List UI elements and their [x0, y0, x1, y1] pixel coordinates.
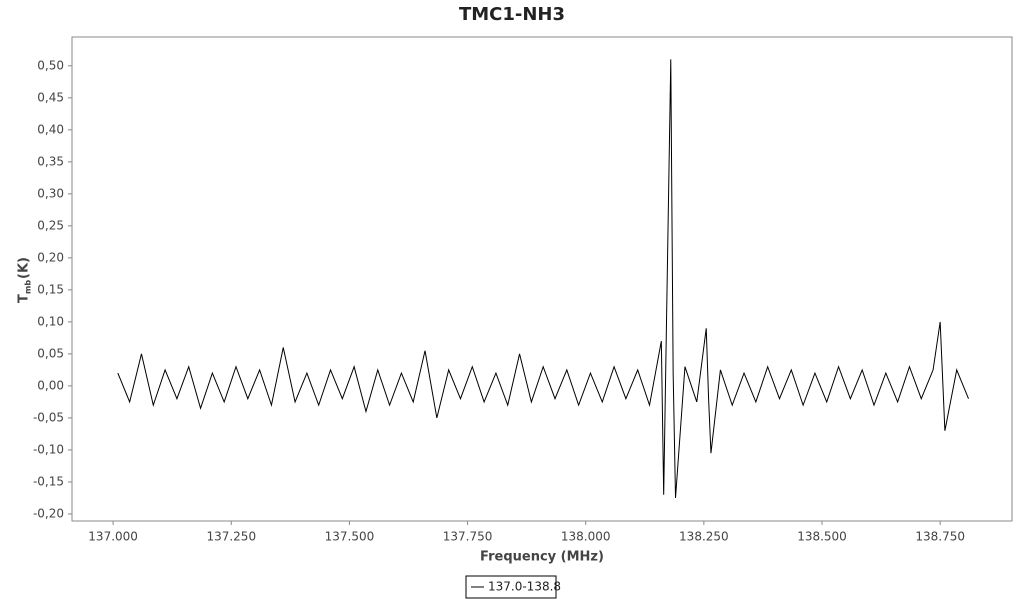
y-tick-label: 0,25: [37, 218, 64, 232]
y-axis-label: T mb (K): [17, 257, 33, 303]
plot-frame: [71, 36, 1013, 522]
y-tick-label: 0,35: [37, 154, 64, 168]
legend: [465, 575, 557, 599]
y-tick-label: -0,05: [33, 410, 64, 424]
y-tick-label: 0,45: [37, 90, 64, 104]
x-tick-label: 137.250: [206, 530, 256, 544]
x-axis-label: Frequency (MHz): [480, 550, 604, 565]
y-tick-label: -0,20: [33, 506, 64, 520]
series-line: [117, 59, 969, 498]
x-tick-label: 138.000: [561, 530, 611, 544]
y-tick-label: -0,10: [33, 442, 64, 456]
y-tick-label: 0,10: [37, 314, 64, 328]
x-tick-label: 138.500: [797, 530, 847, 544]
x-tick-label: 138.750: [915, 530, 965, 544]
x-tick-label: 138.250: [679, 530, 729, 544]
y-tick-label: 0,05: [37, 346, 64, 360]
y-label-sub: mb: [24, 280, 33, 294]
y-tick-label: -0,15: [33, 474, 64, 488]
y-tick-label: 0,50: [37, 58, 64, 72]
y-tick-label: 0,30: [37, 186, 64, 200]
y-tick-label: 0,15: [37, 282, 64, 296]
x-tick-label: 137.500: [325, 530, 375, 544]
y-tick-label: 0,20: [37, 250, 64, 264]
legend-label: 137.0-138.8: [488, 580, 561, 594]
y-tick-label: 0,00: [37, 378, 64, 392]
y-label-unit: (K): [17, 257, 32, 279]
x-tick-label: 137.750: [443, 530, 493, 544]
x-tick-label: 137.000: [88, 530, 138, 544]
chart-title: TMC1-NH3: [459, 4, 565, 25]
y-label-main: T: [17, 294, 32, 303]
y-tick-label: 0,40: [37, 122, 64, 136]
